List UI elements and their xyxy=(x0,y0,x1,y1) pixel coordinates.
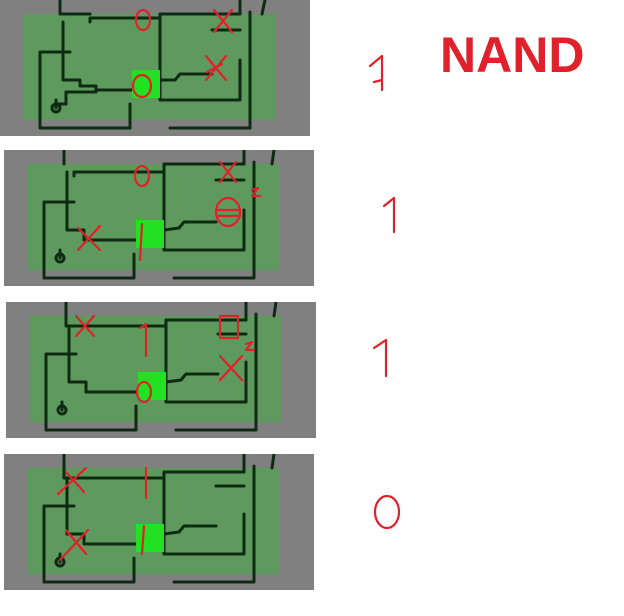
result-digit-3 xyxy=(372,338,388,378)
result-digit-2 xyxy=(382,196,396,234)
circuit-panel-4 xyxy=(4,454,314,590)
circuit-diagram-2 xyxy=(28,150,280,280)
circuit-diagram-1 xyxy=(24,0,276,130)
circuit-diagram-4 xyxy=(28,454,280,584)
result-digit-4 xyxy=(373,494,401,530)
gate-name-title: NAND xyxy=(440,27,585,83)
circuit-panel-1 xyxy=(0,0,310,136)
circuit-diagram-3 xyxy=(30,302,282,432)
circuit-panel-2 xyxy=(4,150,314,286)
circuit-panel-3 xyxy=(6,302,316,438)
result-digit-1 xyxy=(368,54,384,92)
